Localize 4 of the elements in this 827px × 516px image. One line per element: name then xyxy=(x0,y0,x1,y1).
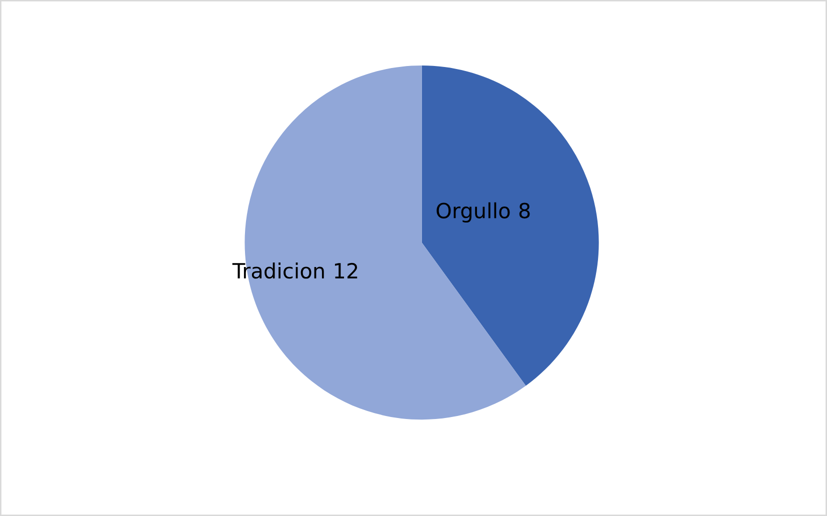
data-label: 12 xyxy=(334,262,358,278)
slice-label: Orgullo xyxy=(436,202,510,223)
data-label: 8 xyxy=(519,202,530,218)
slice-label: Tradicion xyxy=(232,262,324,279)
